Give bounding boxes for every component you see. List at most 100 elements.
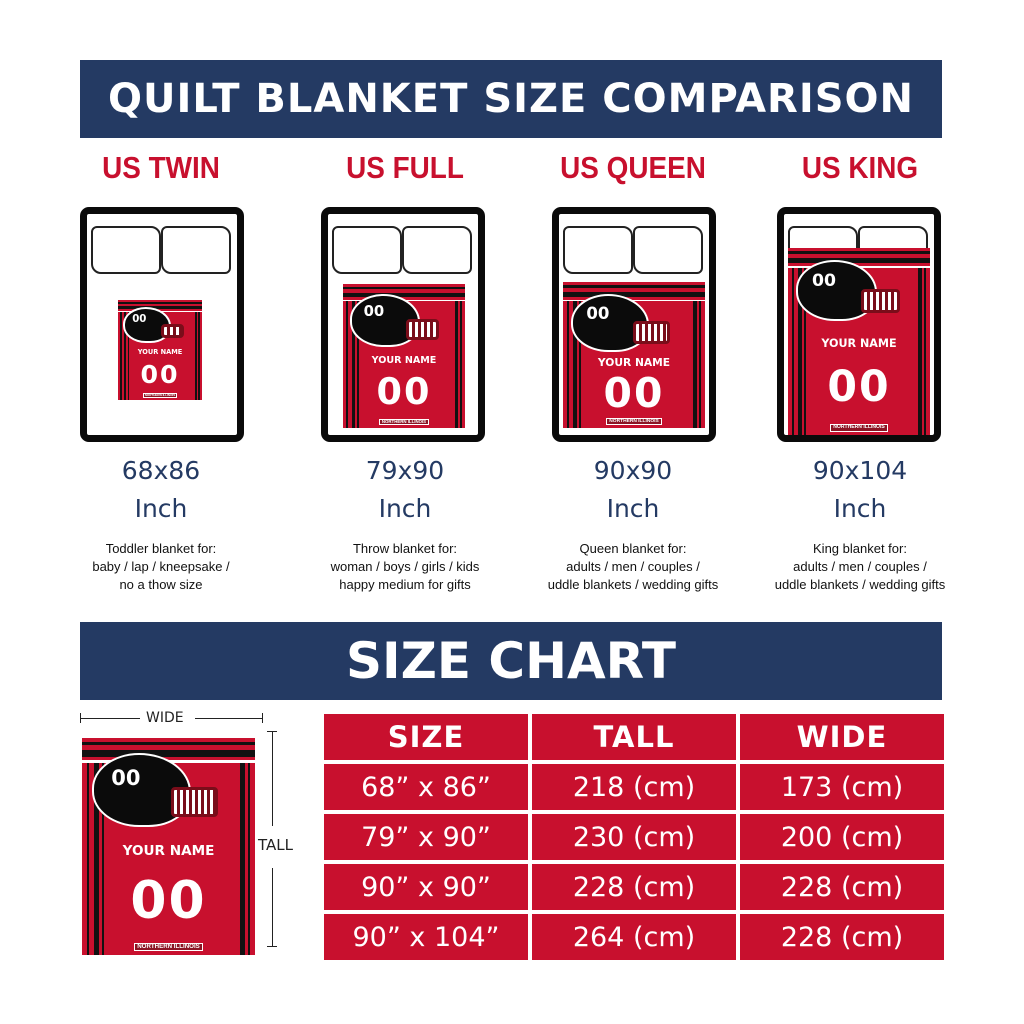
stripe xyxy=(788,258,930,264)
header-size: SIZE xyxy=(324,714,528,760)
stripe xyxy=(118,306,202,309)
pillow-icon xyxy=(332,226,402,274)
jersey-number: 00 xyxy=(376,370,432,414)
cell-size: 90” x 90” xyxy=(324,864,528,910)
vertical-stripe xyxy=(567,301,570,428)
dimensions-value: 90x104 xyxy=(812,456,908,485)
pillow-icon xyxy=(161,226,231,274)
dimensions-value: 79x90 xyxy=(365,456,445,485)
description-line: Queen blanket for: xyxy=(579,541,687,556)
size-description: Toddler blanket for: baby / lap / kneepsa… xyxy=(46,540,276,594)
cell-wide: 228 (cm) xyxy=(740,864,944,910)
vertical-stripe xyxy=(86,762,90,955)
description-line: uddle blankets / wedding gifts xyxy=(774,577,946,592)
helmet-facemask-icon xyxy=(170,787,218,818)
description-line: happy medium for gifts xyxy=(339,577,471,592)
helmet-group: 00 xyxy=(571,293,672,354)
vertical-stripe xyxy=(573,301,578,428)
blanket-graphic: 00 YOUR NAME 00 NORTHERN ILLINOIS xyxy=(82,738,255,955)
stripe xyxy=(82,750,255,757)
vertical-stripe xyxy=(346,301,349,428)
header-wide: WIDE xyxy=(740,714,944,760)
comparison-title: QUILT BLANKET SIZE COMPARISON xyxy=(107,76,915,122)
vertical-stripe xyxy=(127,312,129,400)
vertical-stripe xyxy=(101,762,105,955)
your-name-text: YOUR NAME xyxy=(137,348,183,357)
your-name-text: YOUR NAME xyxy=(597,355,671,369)
cell-wide: 173 (cm) xyxy=(740,764,944,810)
blanket-graphic: 00 YOUR NAME 00 NORTHERN ILLINOIS xyxy=(563,282,705,428)
vertical-stripe xyxy=(923,268,926,435)
pillow-icon xyxy=(633,226,703,274)
size-column-2: US QUEEN xyxy=(518,150,748,196)
wide-arrow-cap xyxy=(80,713,81,723)
vertical-stripe xyxy=(120,312,122,400)
vertical-stripe xyxy=(804,268,807,435)
size-name: US QUEEN xyxy=(560,150,706,185)
cell-size: 79” x 90” xyxy=(324,814,528,860)
vertical-stripe xyxy=(798,268,803,435)
jersey-number: 00 xyxy=(603,369,665,417)
stripe xyxy=(343,286,465,290)
size-dimensions: 90x90 Inch xyxy=(518,452,748,528)
blanket-content: 00 YOUR NAME 00 NORTHERN ILLINOIS xyxy=(118,307,202,399)
size-column-0: US TWIN xyxy=(46,150,276,196)
cell-size: 68” x 86” xyxy=(324,764,528,810)
vertical-stripe xyxy=(459,301,462,428)
vertical-stripe xyxy=(247,762,251,955)
helmet-group: 00 xyxy=(122,307,185,344)
vertical-stripe xyxy=(240,762,246,955)
vertical-stripe xyxy=(454,301,459,428)
size-name: US FULL xyxy=(346,150,464,185)
vertical-stripe xyxy=(356,301,359,428)
cell-tall: 230 (cm) xyxy=(532,814,736,860)
jersey-number: 00 xyxy=(827,362,891,413)
pillow-icon xyxy=(91,226,161,274)
blanket-graphic: 00 YOUR NAME 00 NORTHERN ILLINOIS xyxy=(343,284,465,428)
stripe xyxy=(82,741,255,746)
description-line: uddle blankets / wedding gifts xyxy=(547,577,719,592)
tall-arrow-bottom xyxy=(272,868,273,946)
description-line: no a thow size xyxy=(119,577,203,592)
header-tall: TALL xyxy=(532,714,736,760)
cell-tall: 264 (cm) xyxy=(532,914,736,960)
size-dimensions: 79x90 Inch xyxy=(290,452,520,528)
vertical-stripe xyxy=(198,312,200,400)
pillow-icon xyxy=(563,226,633,274)
description-line: Toddler blanket for: xyxy=(105,541,217,556)
helmet-group: 00 xyxy=(91,752,221,830)
vertical-stripe xyxy=(124,312,127,400)
description-line: Throw blanket for: xyxy=(352,541,458,556)
pillow-icon xyxy=(402,226,472,274)
comparison-title-banner: QUILT BLANKET SIZE COMPARISON xyxy=(80,60,942,138)
description-line: King blanket for: xyxy=(813,541,907,556)
vertical-stripe xyxy=(351,301,356,428)
size-chart-table: SIZE TALL WIDE 68” x 86” 218 (cm) 173 (cm)… xyxy=(320,710,948,964)
bed-frame xyxy=(80,207,244,442)
vertical-stripe xyxy=(792,268,795,435)
your-name-text: YOUR NAME xyxy=(122,842,215,859)
your-name-text: YOUR NAME xyxy=(371,355,437,367)
blanket-content: 00 YOUR NAME 00 NORTHERN ILLINOIS xyxy=(82,752,255,952)
size-chart-banner: SIZE CHART xyxy=(80,622,942,700)
description-line: adults / men / couples / xyxy=(566,559,700,574)
table-row: 79” x 90” 230 (cm) 200 (cm) xyxy=(324,814,944,860)
blanket-content: 00 YOUR NAME 00 NORTHERN ILLINOIS xyxy=(788,260,930,432)
stripe xyxy=(563,284,705,288)
tall-label: TALL xyxy=(258,836,293,854)
table-row: 90” x 104” 264 (cm) 228 (cm) xyxy=(324,914,944,960)
vertical-stripe xyxy=(698,301,701,428)
tall-arrow-top xyxy=(272,731,273,826)
helmet-facemask-icon xyxy=(861,288,900,313)
vertical-stripe xyxy=(194,312,198,400)
blanket-graphic: 00 YOUR NAME 00 NORTHERN ILLINOIS xyxy=(118,300,202,400)
tall-arrow-cap xyxy=(267,731,277,732)
size-column-1: US FULL xyxy=(290,150,520,196)
team-logo: NORTHERN ILLINOIS xyxy=(142,392,178,399)
helmet-facemask-icon xyxy=(405,318,439,340)
stripe xyxy=(563,291,705,297)
cell-wide: 200 (cm) xyxy=(740,814,944,860)
helmet-group: 00 xyxy=(796,260,901,323)
team-logo: NORTHERN ILLINOIS xyxy=(379,418,429,426)
dimensions-value: 90x90 xyxy=(593,456,673,485)
